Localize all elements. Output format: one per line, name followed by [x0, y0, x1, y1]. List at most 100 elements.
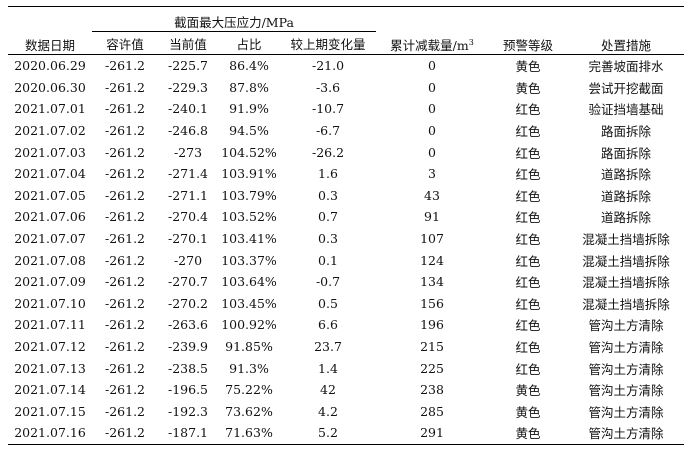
cell-change: 6.6: [318, 317, 338, 333]
cell-current: -246.8: [167, 123, 208, 139]
header-ratio: 占比: [218, 31, 280, 55]
table-row: 2021.07.16 -261.2 -187.1 71.63% 5.2 291 黄色 管沟土方…: [8, 422, 684, 445]
cell-current: -239.9: [167, 339, 208, 355]
header-date: 数据日期: [8, 6, 92, 55]
header-allowable: 容许值: [92, 31, 158, 55]
cell-change: 1.4: [318, 360, 338, 376]
cell-ratio: 103.79%: [221, 187, 277, 203]
cell-ratio: 103.91%: [221, 166, 277, 182]
cell-current: -192.3: [167, 403, 208, 419]
cell-current: -270.1: [167, 231, 208, 247]
cell-measure: 混凝土挡墙拆除: [582, 275, 670, 291]
cell-current: -270: [173, 252, 203, 268]
cell-warning: 红色: [515, 145, 541, 161]
table-row: 2021.07.06 -261.2 -270.4 103.52% 0.7 91 红色 道路拆除: [8, 206, 684, 228]
cell-settlement: 291: [376, 422, 488, 445]
cell-date: 2021.07.05: [14, 187, 86, 203]
cell-measure: 管沟土方清除: [588, 383, 664, 399]
cell-date: 2021.07.04: [14, 166, 86, 182]
table-row: 2021.07.04 -261.2 -271.4 103.91% 1.6 3 红色 道路拆除: [8, 163, 684, 185]
cell-allowable: -261.2: [104, 403, 145, 419]
cell-change: -26.2: [311, 144, 345, 160]
table-row: 2021.07.05 -261.2 -271.1 103.79% 0.3 43 红色 道路拆除: [8, 185, 684, 207]
cell-allowable: -261.2: [104, 274, 145, 290]
cell-allowable: -261.2: [104, 166, 145, 182]
cell-settlement: 196: [420, 317, 444, 333]
cell-allowable: -261.2: [104, 58, 145, 74]
cell-ratio: 100.92%: [221, 317, 277, 333]
cell-warning: 红色: [515, 188, 541, 204]
cell-ratio: 75.22%: [225, 382, 273, 398]
cell-change: 4.2: [318, 403, 338, 419]
table-row: 2021.07.14 -261.2 -196.5 75.22% 42 238 黄色 管沟土方清…: [8, 379, 684, 401]
cell-date: 2021.07.13: [14, 360, 86, 376]
table-body: 2020.06.29 -261.2 -225.7 86.4% -21.0 0 黄色 完善坡面排…: [8, 55, 684, 445]
cell-ratio: 91.3%: [229, 360, 269, 376]
cell-warning: 红色: [515, 253, 541, 269]
cell-change: 0.5: [318, 295, 338, 311]
cell-current: -238.5: [167, 360, 208, 376]
cell-ratio: 104.52%: [221, 144, 277, 160]
table-row: 2021.07.03 -261.2 -273 104.52% -26.2 0 红色 路面拆除: [8, 141, 684, 163]
cell-allowable: -261.2: [104, 209, 145, 225]
cell-ratio: 91.85%: [225, 339, 273, 355]
cell-date: 2021.07.07: [14, 231, 86, 247]
cell-date: 2021.07.10: [14, 295, 86, 311]
table-row: 2021.07.12 -261.2 -239.9 91.85% 23.7 215 红色 管沟土…: [8, 336, 684, 358]
cell-ratio: 94.5%: [229, 123, 269, 139]
table-row: 2021.07.10 -261.2 -270.2 103.45% 0.5 156 红色 混凝土…: [8, 293, 684, 315]
table-row: 2021.07.02 -261.2 -246.8 94.5% -6.7 0 红色 路面拆除: [8, 120, 684, 142]
cell-allowable: -261.2: [104, 101, 145, 117]
cell-settlement: 91: [424, 209, 440, 225]
cell-date: 2021.07.09: [14, 274, 86, 290]
cell-allowable: -261.2: [104, 382, 145, 398]
table-row: 2020.06.30 -261.2 -229.3 87.8% -3.6 0 黄色 尝试开挖截面: [8, 77, 684, 99]
cell-current: -263.6: [167, 317, 208, 333]
cell-warning: 黄色: [515, 59, 541, 75]
cell-settlement: 0: [428, 144, 436, 160]
cell-warning: 黄色: [515, 80, 541, 96]
cell-measure: 管沟土方清除: [568, 422, 684, 445]
cell-change: -10.7: [311, 101, 345, 117]
cell-settlement: 3: [428, 166, 436, 182]
cell-ratio: 71.63%: [218, 422, 280, 445]
cell-current: -271.1: [167, 187, 208, 203]
cell-settlement: 0: [428, 79, 436, 95]
cell-measure: 混凝土挡墙拆除: [582, 296, 670, 312]
cell-warning: 红色: [515, 124, 541, 140]
cell-date: 2021.07.14: [14, 382, 86, 398]
cell-measure: 路面拆除: [600, 124, 651, 140]
cell-date: 2020.06.29: [14, 58, 86, 74]
cell-settlement: 238: [420, 382, 444, 398]
cell-measure: 管沟土方清除: [588, 404, 664, 420]
cell-change: 0.1: [318, 252, 338, 268]
cell-settlement: 215: [420, 339, 444, 355]
cell-ratio: 103.64%: [221, 274, 277, 290]
cell-ratio: 91.9%: [229, 101, 269, 117]
cell-current: -187.1: [158, 422, 218, 445]
cell-warning: 红色: [515, 210, 541, 226]
cell-warning: 红色: [515, 102, 541, 118]
cell-allowable: -261.2: [104, 123, 145, 139]
cell-date: 2021.07.02: [14, 123, 86, 139]
header-current: 当前值: [158, 31, 218, 55]
cell-warning: 红色: [515, 296, 541, 312]
cell-change: -21.0: [311, 58, 345, 74]
cell-allowable: -261.2: [92, 422, 158, 445]
table-row: 2021.07.01 -261.2 -240.1 91.9% -10.7 0 红色 验证挡墙基…: [8, 98, 684, 120]
cell-date: 2021.07.06: [14, 209, 86, 225]
cell-warning: 黄色: [488, 422, 568, 445]
cell-measure: 混凝土挡墙拆除: [582, 232, 670, 248]
cell-allowable: -261.2: [104, 144, 145, 160]
cell-change: 5.2: [280, 422, 376, 445]
header-change: 较上期变化量: [280, 31, 376, 55]
cell-measure: 完善坡面排水: [588, 59, 664, 75]
cell-ratio: 87.8%: [229, 79, 269, 95]
cell-ratio: 103.37%: [221, 252, 277, 268]
cell-measure: 尝试开挖截面: [588, 80, 664, 96]
cell-allowable: -261.2: [104, 317, 145, 333]
cell-allowable: -261.2: [104, 252, 145, 268]
table-row: 2021.07.07 -261.2 -270.1 103.41% 0.3 107 红色 混凝土…: [8, 228, 684, 250]
header-warning: 预警等级: [488, 6, 568, 55]
header-settlement: 累计减载量/m3: [376, 6, 488, 55]
